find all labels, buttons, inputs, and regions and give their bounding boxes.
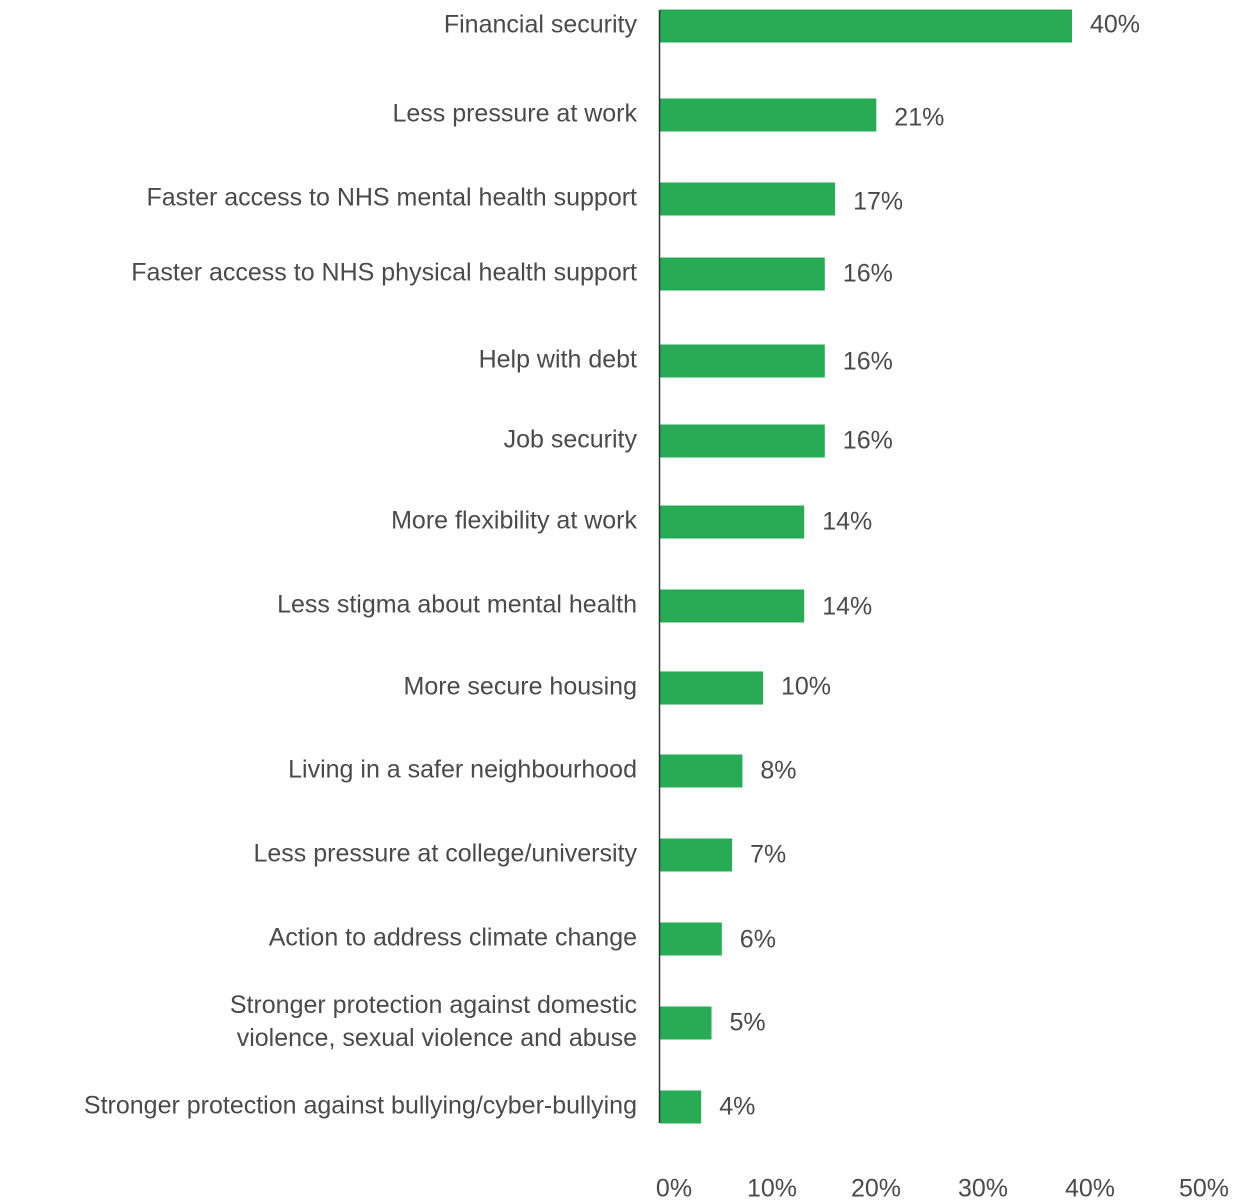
category-label: Less stigma about mental health: [277, 591, 637, 619]
bar-9: [660, 754, 743, 788]
bars-layer: [660, 9, 1072, 1124]
x-axis-ticks: 0% 10% 20% 30% 40% 50%: [656, 1175, 1229, 1202]
value-label: 5%: [730, 1009, 766, 1037]
value-label: 14%: [822, 508, 872, 536]
category-label: More secure housing: [404, 673, 637, 701]
category-label: Less pressure at college/university: [253, 840, 637, 868]
bar-12: [660, 1006, 712, 1040]
bar-5: [660, 424, 825, 458]
bar-13: [660, 1090, 702, 1124]
category-label: Financial security: [444, 11, 638, 39]
bar-11: [660, 922, 722, 956]
bar-6: [660, 505, 805, 539]
x-tick-label: 10%: [747, 1175, 797, 1202]
category-label: Help with debt: [479, 346, 637, 374]
bar-8: [660, 671, 763, 705]
bar-4: [660, 344, 825, 378]
value-label: 14%: [822, 593, 872, 621]
category-label: violence, sexual violence and abuse: [237, 1024, 637, 1052]
bar-3: [660, 257, 825, 291]
category-label: Action to address climate change: [269, 924, 637, 952]
value-labels: 40% 21% 17% 16% 16% 16% 14% 14% 10% 8% 7% 6% 5% 4%: [719, 11, 1140, 1121]
bar-2: [660, 182, 836, 216]
value-label: 16%: [843, 427, 893, 455]
category-label: Less pressure at work: [392, 100, 637, 128]
x-tick-label: 20%: [851, 1175, 901, 1202]
category-label: Faster access to NHS mental health suppo…: [146, 184, 637, 212]
value-label: 4%: [719, 1093, 755, 1121]
value-label: 16%: [843, 260, 893, 288]
value-label: 17%: [853, 188, 903, 216]
category-label: Stronger protection against domestic: [230, 991, 637, 1019]
x-tick-label: 0%: [656, 1175, 692, 1202]
value-label: 21%: [894, 104, 944, 132]
bar-10: [660, 838, 733, 872]
x-tick-label: 50%: [1179, 1175, 1229, 1202]
value-label: 10%: [781, 673, 831, 701]
value-label: 40%: [1090, 11, 1140, 39]
x-tick-label: 30%: [958, 1175, 1008, 1202]
value-label: 7%: [750, 841, 786, 869]
category-label: Faster access to NHS physical health sup…: [131, 259, 637, 287]
bar-0: [660, 9, 1072, 43]
x-tick-label: 40%: [1065, 1175, 1115, 1202]
category-label: Stronger protection against bullying/cyb…: [84, 1092, 637, 1120]
category-label: More flexibility at work: [391, 507, 637, 535]
value-label: 6%: [740, 926, 776, 954]
bar-1: [660, 98, 877, 132]
category-labels: Financial security Less pressure at work F…: [84, 11, 638, 1120]
value-label: 16%: [843, 348, 893, 376]
category-label: Living in a safer neighbourhood: [288, 756, 637, 784]
bar-7: [660, 589, 805, 623]
category-label: Job security: [504, 426, 638, 454]
value-label: 8%: [760, 757, 796, 785]
